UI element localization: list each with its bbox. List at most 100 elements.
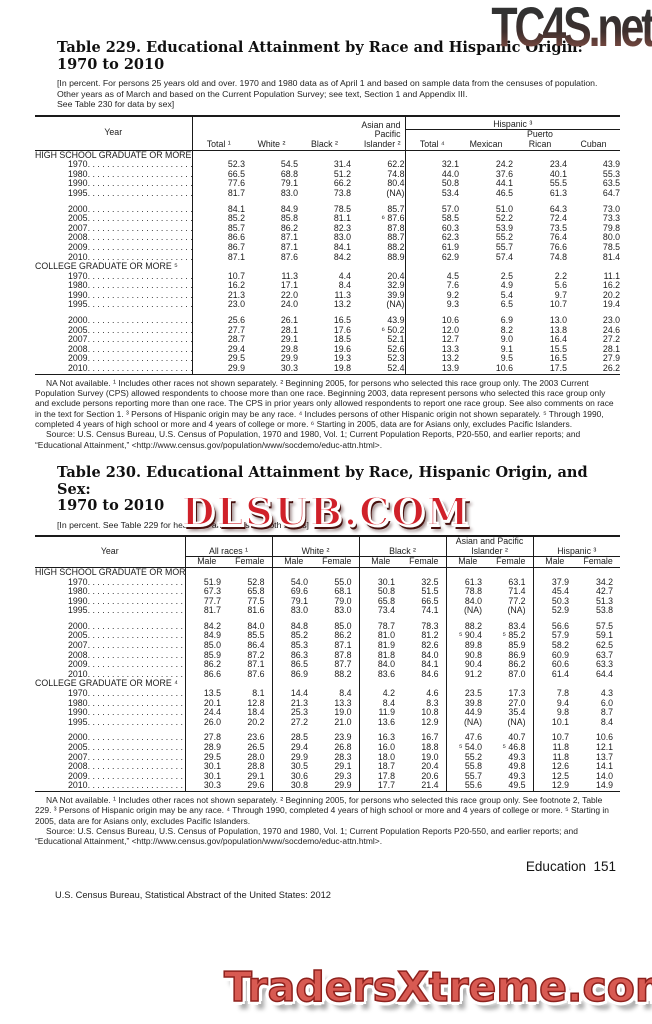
year-cell: 2008. . . . . . . . . . . . . . . . . . … xyxy=(68,650,185,660)
year-cell: 1995. . . . . . . . . . . . . . . . . . … xyxy=(68,717,185,727)
table-row: 1995. . . . . . . . . . . . . . . . . . … xyxy=(35,606,620,616)
data-cell: 79.1 xyxy=(280,178,298,189)
data-cell: 52.9 xyxy=(532,606,577,616)
year-cell: 2009. . . . . . . . . . . . . . . . . . … xyxy=(68,242,192,252)
data-cell: 37.9 xyxy=(532,577,577,588)
data-cell: 22.0 xyxy=(280,289,298,300)
year-cell: 1990. . . . . . . . . . . . . . . . . . … xyxy=(68,596,185,606)
table-row: 2007. . . . . . . . . . . . . . . . . . … xyxy=(35,640,620,651)
data-cell: 72.4 xyxy=(549,213,567,224)
data-cell: 26.8 xyxy=(334,742,352,752)
data-cell: 20.2 xyxy=(602,289,621,300)
data-cell: 77.5 xyxy=(247,595,265,606)
data-cell: 74.8 xyxy=(387,168,405,179)
data-cell: 63.5 xyxy=(602,178,621,189)
data-cell: 11.3 xyxy=(334,289,351,300)
data-cell: 27.0 xyxy=(508,697,526,708)
column-header-male: Male xyxy=(358,557,403,568)
data-cell: 73.3 xyxy=(602,213,621,224)
data-cell: 78.5 xyxy=(602,241,621,252)
data-cell: 10.6 xyxy=(595,732,614,743)
data-cell: 21.3 xyxy=(271,698,316,709)
data-cell: 84.2 xyxy=(184,615,228,632)
source-text: Source: U.S. Census Bureau, U.S. Census … xyxy=(35,826,578,847)
data-cell: 86.5 xyxy=(271,660,316,670)
data-cell: 84.8 xyxy=(271,615,316,632)
year-cell: 1995. . . . . . . . . . . . . . . . . . … xyxy=(68,606,185,616)
data-cell: 10.1 xyxy=(532,717,577,728)
data-cell: 34.2 xyxy=(595,576,614,587)
data-cell: 66.5 xyxy=(191,169,245,180)
data-cell: 16.2 xyxy=(602,280,621,291)
data-cell: 90.4 xyxy=(445,660,490,670)
column-header-year: Year xyxy=(35,115,192,151)
data-cell: 61.9 xyxy=(404,242,459,253)
data-cell: 50.8 xyxy=(358,586,403,597)
data-cell: 9.0 xyxy=(500,334,513,345)
data-cell: 21.4 xyxy=(402,781,447,792)
data-cell: 87.1 xyxy=(247,659,265,670)
table-230-title: Table 230. Educational Attainment by Rac… xyxy=(57,464,588,515)
data-cell: 17.1 xyxy=(280,280,298,291)
table-229: Year Total ¹ White ² Black ² Asian and P… xyxy=(35,114,621,375)
data-cell: 87.8 xyxy=(387,222,405,233)
data-cell: 12.6 xyxy=(532,762,577,772)
data-cell: 63.7 xyxy=(595,649,614,660)
data-cell: 84.1 xyxy=(333,241,351,252)
data-cell: 30.1 xyxy=(358,577,403,588)
table-row: 2009. . . . . . . . . . . . . . . . . . … xyxy=(35,770,620,782)
year-cell: 2000. . . . . . . . . . . . . . . . . . … xyxy=(68,315,192,326)
data-cell: 26.5 xyxy=(247,742,265,752)
watermark-middle: DLSUB.COM xyxy=(180,488,471,535)
data-cell: 29.4 xyxy=(271,742,316,753)
data-cell: 16.7 xyxy=(421,732,439,743)
empty-cell xyxy=(271,567,316,578)
data-cell: 81.0 xyxy=(358,631,403,642)
data-cell: 21.0 xyxy=(334,716,352,727)
data-cell: 60.6 xyxy=(532,660,577,670)
data-cell: 54.5 xyxy=(280,159,298,170)
data-cell: 24.0 xyxy=(280,299,298,310)
data-cell: 14.9 xyxy=(576,781,621,792)
data-cell: 44.0 xyxy=(404,169,459,180)
table-row: 1990. . . . . . . . . . . . . . . . . . … xyxy=(35,708,620,718)
table-230-body: HIGH SCHOOL GRADUATE OR MORE ⁴ 1970. . . … xyxy=(35,567,621,792)
data-cell: 52.3 xyxy=(191,160,245,170)
table-row: 2007. . . . . . . . . . . . . . . . . . … xyxy=(35,752,620,763)
data-cell: 73.8 xyxy=(333,187,351,198)
data-cell: 6.0 xyxy=(600,697,614,708)
data-cell: 52.1 xyxy=(387,334,405,345)
empty-cell xyxy=(445,679,490,690)
data-cell: 73.4 xyxy=(358,606,403,616)
data-cell: 49.3 xyxy=(508,770,526,781)
data-cell: 8.7 xyxy=(600,707,614,718)
table-row: 2010. . . . . . . . . . . . . . . . . . … xyxy=(35,781,621,792)
year-cell: 2005. . . . . . . . . . . . . . . . . . … xyxy=(68,325,192,335)
data-cell: 29.1 xyxy=(247,770,265,781)
data-cell: 83.6 xyxy=(358,669,403,680)
data-cell: 52.2 xyxy=(495,213,513,224)
data-cell: 53.4 xyxy=(404,188,459,199)
data-cell: 27.2 xyxy=(602,334,621,345)
table-row: 2005. . . . . . . . . . . . . . . . . . … xyxy=(35,630,620,642)
data-cell: 13.3 xyxy=(404,344,459,355)
column-header-male: Male xyxy=(445,557,490,568)
data-cell: 28.9 xyxy=(184,742,228,753)
column-header-female: Female xyxy=(576,557,621,568)
data-cell: 84.1 xyxy=(191,198,245,215)
data-cell: 87.6 xyxy=(280,251,298,262)
data-cell: 78.5 xyxy=(333,203,351,214)
table-row: 2008. . . . . . . . . . . . . . . . . . … xyxy=(35,649,620,661)
data-cell: 51.2 xyxy=(333,168,351,179)
data-cell: 88.2 xyxy=(387,241,405,252)
data-cell: 17.5 xyxy=(513,363,567,375)
data-cell: 65.8 xyxy=(247,586,265,597)
data-cell: 78.8 xyxy=(445,586,490,597)
data-cell: 87.2 xyxy=(247,649,265,660)
table-row: 2008. . . . . . . . . . . . . . . . . . … xyxy=(35,762,620,772)
data-cell: 12.5 xyxy=(532,771,577,782)
table-row: 2007. . . . . . . . . . . . . . . . . . … xyxy=(35,222,620,234)
empty-cell xyxy=(402,679,446,689)
data-cell: 55.5 xyxy=(549,178,567,189)
data-cell: 81.2 xyxy=(421,630,439,641)
